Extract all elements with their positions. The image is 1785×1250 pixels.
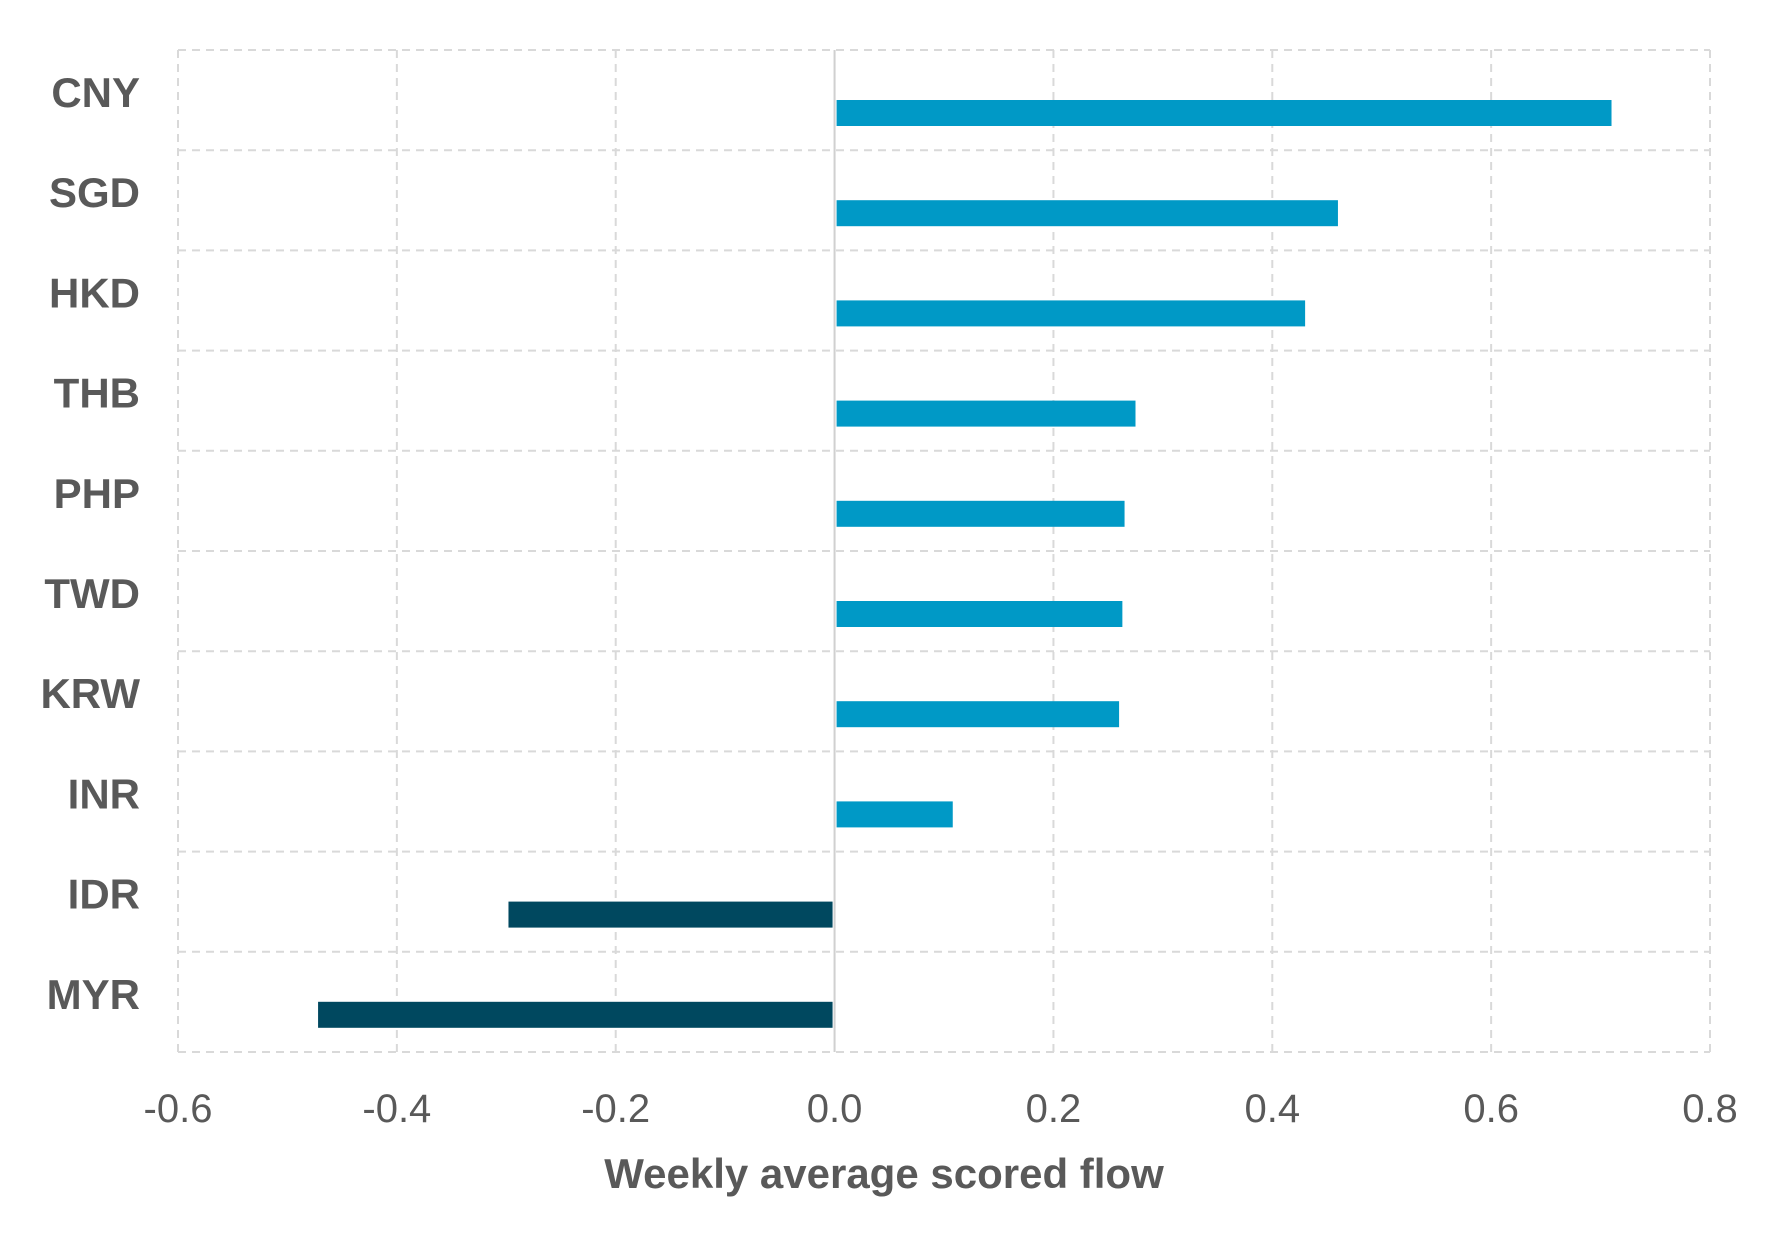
x-tick-label: 0.8 xyxy=(1682,1087,1738,1131)
category-label-inr: INR xyxy=(68,770,140,817)
bar-php xyxy=(836,500,1125,527)
x-tick-label: 0.0 xyxy=(807,1087,863,1131)
x-tick-labels: -0.6 -0.4 -0.2 0.0 0.2 0.4 0.6 0.8 xyxy=(144,1087,1738,1131)
bar-sgd xyxy=(836,200,1338,227)
category-label-idr: IDR xyxy=(68,871,140,918)
bar-hkd xyxy=(836,300,1306,327)
category-label-hkd: HKD xyxy=(49,269,140,316)
x-tick-label: -0.4 xyxy=(362,1087,431,1131)
x-tick-label: 0.6 xyxy=(1463,1087,1519,1131)
grid-lines xyxy=(177,49,1711,1053)
category-label-myr: MYR xyxy=(47,971,140,1018)
bar-inr xyxy=(836,801,953,828)
x-tick-label: 0.4 xyxy=(1244,1087,1300,1131)
bar-myr xyxy=(318,1001,833,1028)
category-label-cny: CNY xyxy=(51,69,140,116)
bar-krw xyxy=(836,701,1120,728)
category-label-thb: THB xyxy=(54,370,140,417)
category-label-php: PHP xyxy=(54,470,140,517)
x-tick-label: 0.2 xyxy=(1026,1087,1082,1131)
bar-thb xyxy=(836,400,1136,427)
x-tick-label: -0.2 xyxy=(581,1087,650,1131)
x-tick-label: -0.6 xyxy=(144,1087,213,1131)
x-axis-title: Weekly average scored flow xyxy=(604,1150,1164,1197)
category-label-krw: KRW xyxy=(40,670,140,717)
bar-twd xyxy=(836,601,1123,627)
category-labels: CNY SGD HKD THB PHP TWD KRW INR IDR MYR xyxy=(40,69,140,1018)
category-label-twd: TWD xyxy=(44,570,140,617)
bars xyxy=(318,100,1612,1028)
bar-idr xyxy=(508,901,833,928)
bar-cny xyxy=(836,100,1612,126)
category-label-sgd: SGD xyxy=(49,169,140,216)
